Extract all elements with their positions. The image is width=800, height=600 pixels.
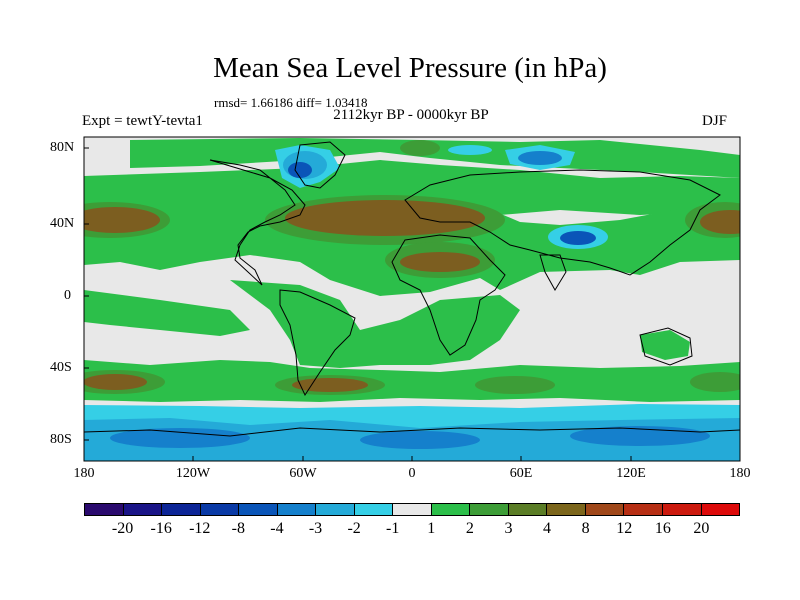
tropical-green — [230, 280, 520, 368]
colorbar-label: 12 — [616, 520, 633, 537]
colorbar-swatch-5 — [277, 504, 317, 515]
lat-label-80n: 80N — [50, 140, 75, 155]
axis-ticks — [83, 147, 741, 461]
greenland-coast — [294, 141, 346, 189]
map-field — [84, 137, 740, 461]
eurasia-coast — [404, 169, 721, 276]
colorbar-label: -8 — [231, 520, 246, 537]
lon-label-180e: 180 — [729, 466, 751, 481]
south-east-pacific-brown — [690, 372, 740, 392]
colorbar-label: -12 — [189, 520, 211, 537]
colorbar-label: 16 — [654, 520, 671, 537]
colorbar-swatch-1 — [123, 504, 163, 515]
lat-label-0: 0 — [64, 288, 71, 303]
colorbar-label: -16 — [150, 520, 172, 537]
colorbar-swatch-3 — [200, 504, 240, 515]
colorbar-swatch-2 — [162, 504, 201, 515]
colorbar-swatch-16 — [701, 504, 740, 515]
indian-ocean-brown — [475, 376, 555, 394]
colorbar-swatch-15 — [662, 504, 702, 515]
colorbar-label: 2 — [465, 520, 474, 537]
antarctica-coast — [84, 427, 740, 437]
colorbar-swatch-10 — [470, 504, 509, 515]
north-america-coast — [209, 159, 306, 286]
lon-label-120w: 120W — [175, 466, 211, 481]
arctic-dark-green — [400, 140, 440, 156]
colorbar-label: -4 — [270, 520, 284, 537]
colorbar-label: 8 — [581, 520, 590, 537]
colorbar-swatch-4 — [239, 504, 278, 515]
south-america-coast — [279, 289, 356, 397]
lat-label-80s: 80S — [50, 432, 72, 447]
colorbar-swatch-14 — [624, 504, 663, 515]
colorbar-swatch-13 — [585, 504, 625, 515]
colorbar-label: 20 — [693, 520, 710, 537]
colorbar-label: -20 — [111, 520, 134, 537]
lon-label-60w: 60W — [289, 466, 317, 481]
colorbar-label: -2 — [347, 520, 361, 537]
australia-green — [640, 330, 690, 360]
arctic-blue-spot — [448, 145, 492, 155]
colorbar-label: -3 — [308, 520, 323, 537]
africa-coast — [391, 234, 506, 356]
colorbar-label: -1 — [386, 520, 400, 537]
period-label: 2112kyr BP - 0000kyr BP — [333, 107, 489, 123]
colorbar-label: 1 — [427, 520, 436, 537]
rmsd-diff-stats: rmsd= 1.66186 diff= 1.03418 — [214, 95, 368, 110]
colorbar-swatch-11 — [508, 504, 548, 515]
colorbar-swatch-6 — [316, 504, 355, 515]
australia-coast — [639, 327, 693, 366]
lat-label-40n: 40N — [50, 216, 75, 231]
colorbar-swatch-9 — [431, 504, 471, 515]
coastlines — [84, 141, 740, 437]
lon-label-0: 0 — [408, 466, 416, 481]
colorbar-swatch-12 — [547, 504, 586, 515]
colorbar-swatch-7 — [354, 504, 394, 515]
colorbar-label: 4 — [543, 520, 552, 537]
lon-label-60e: 60E — [509, 466, 533, 481]
colorbar-label: 3 — [504, 520, 513, 537]
colorbar — [84, 503, 740, 516]
colorbar-swatch-0 — [85, 504, 124, 515]
india-coast — [539, 254, 567, 291]
antarctic-blue-core-2 — [360, 431, 480, 449]
map-title: Mean Sea Level Pressure (in hPa) — [213, 52, 607, 84]
southern-green-belt — [84, 360, 740, 402]
lat-label-40s: 40S — [50, 360, 72, 375]
lon-label-180w: 180 — [73, 466, 95, 481]
east-pacific-green — [84, 290, 250, 336]
lon-label-120e: 120E — [616, 466, 646, 481]
experiment-label: Expt = tewtY-tevta1 — [82, 113, 203, 129]
season-label: DJF — [702, 113, 728, 129]
arctic-green — [130, 138, 740, 178]
antarctic-blue-core-1 — [110, 428, 250, 448]
colorbar-swatch-8 — [393, 504, 432, 515]
